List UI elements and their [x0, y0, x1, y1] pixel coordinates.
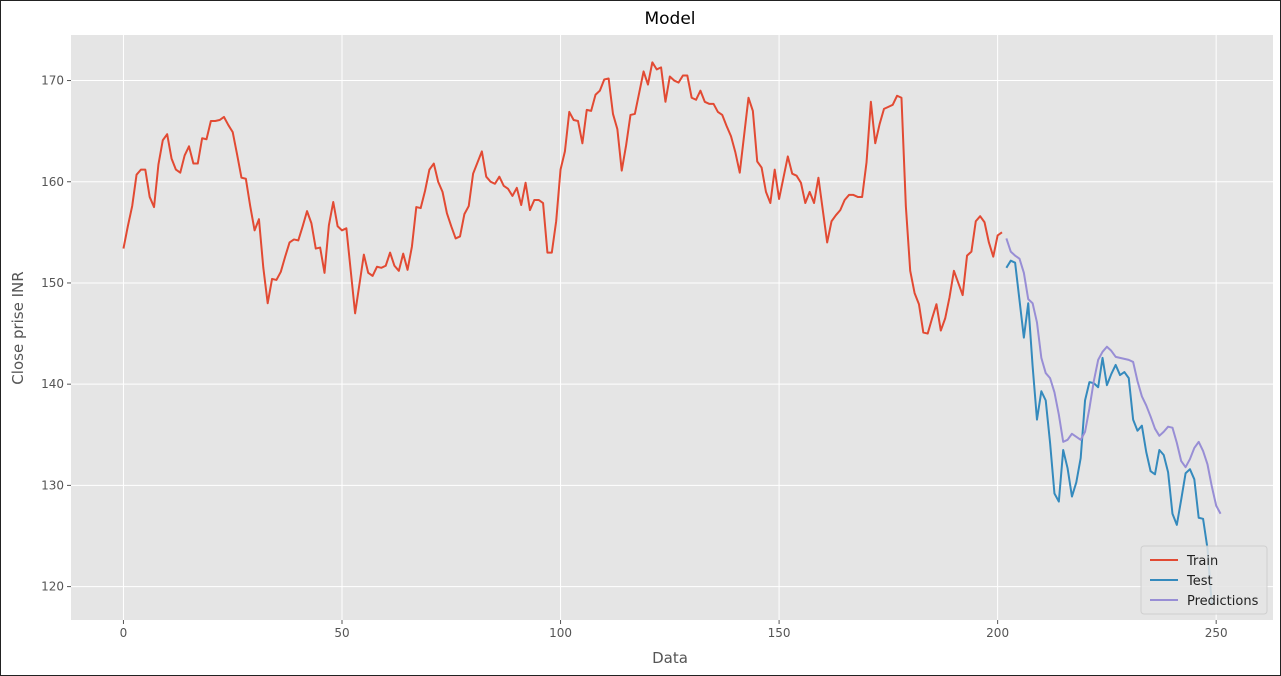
legend-label-train: Train	[1186, 554, 1218, 569]
x-tick-label: 200	[986, 626, 1009, 640]
legend-label-predictions: Predictions	[1187, 594, 1259, 609]
legend: Train Test Predictions	[1140, 545, 1268, 615]
y-tick-label: 120	[41, 580, 64, 594]
y-tick-label: 170	[41, 74, 64, 88]
y-tick-label: 160	[41, 175, 64, 189]
y-axis-label: Close prise INR	[9, 271, 27, 384]
series-line-predictions	[1005, 238, 1222, 515]
x-tick-label: 0	[120, 626, 128, 640]
series-line-train	[122, 61, 1003, 335]
x-tick-label: 100	[549, 626, 572, 640]
chart-title: Model	[644, 9, 695, 29]
plot-background	[71, 35, 1273, 620]
series-lines	[122, 61, 1222, 605]
y-tick-label: 140	[41, 377, 64, 391]
y-axis-ticks: 120 130 140 150 160 170	[41, 74, 71, 594]
y-tick-label: 130	[41, 478, 64, 492]
series-line-test	[1005, 259, 1213, 605]
x-tick-label: 250	[1205, 626, 1228, 640]
legend-label-test: Test	[1186, 574, 1213, 589]
x-axis-label: Data	[652, 649, 688, 667]
x-tick-label: 50	[334, 626, 349, 640]
legend-box	[1140, 545, 1268, 615]
x-axis-ticks: 0 50 100 150 200 250	[120, 620, 1228, 640]
x-tick-label: 150	[768, 626, 791, 640]
gridlines	[71, 35, 1273, 620]
y-tick-label: 150	[41, 276, 64, 290]
